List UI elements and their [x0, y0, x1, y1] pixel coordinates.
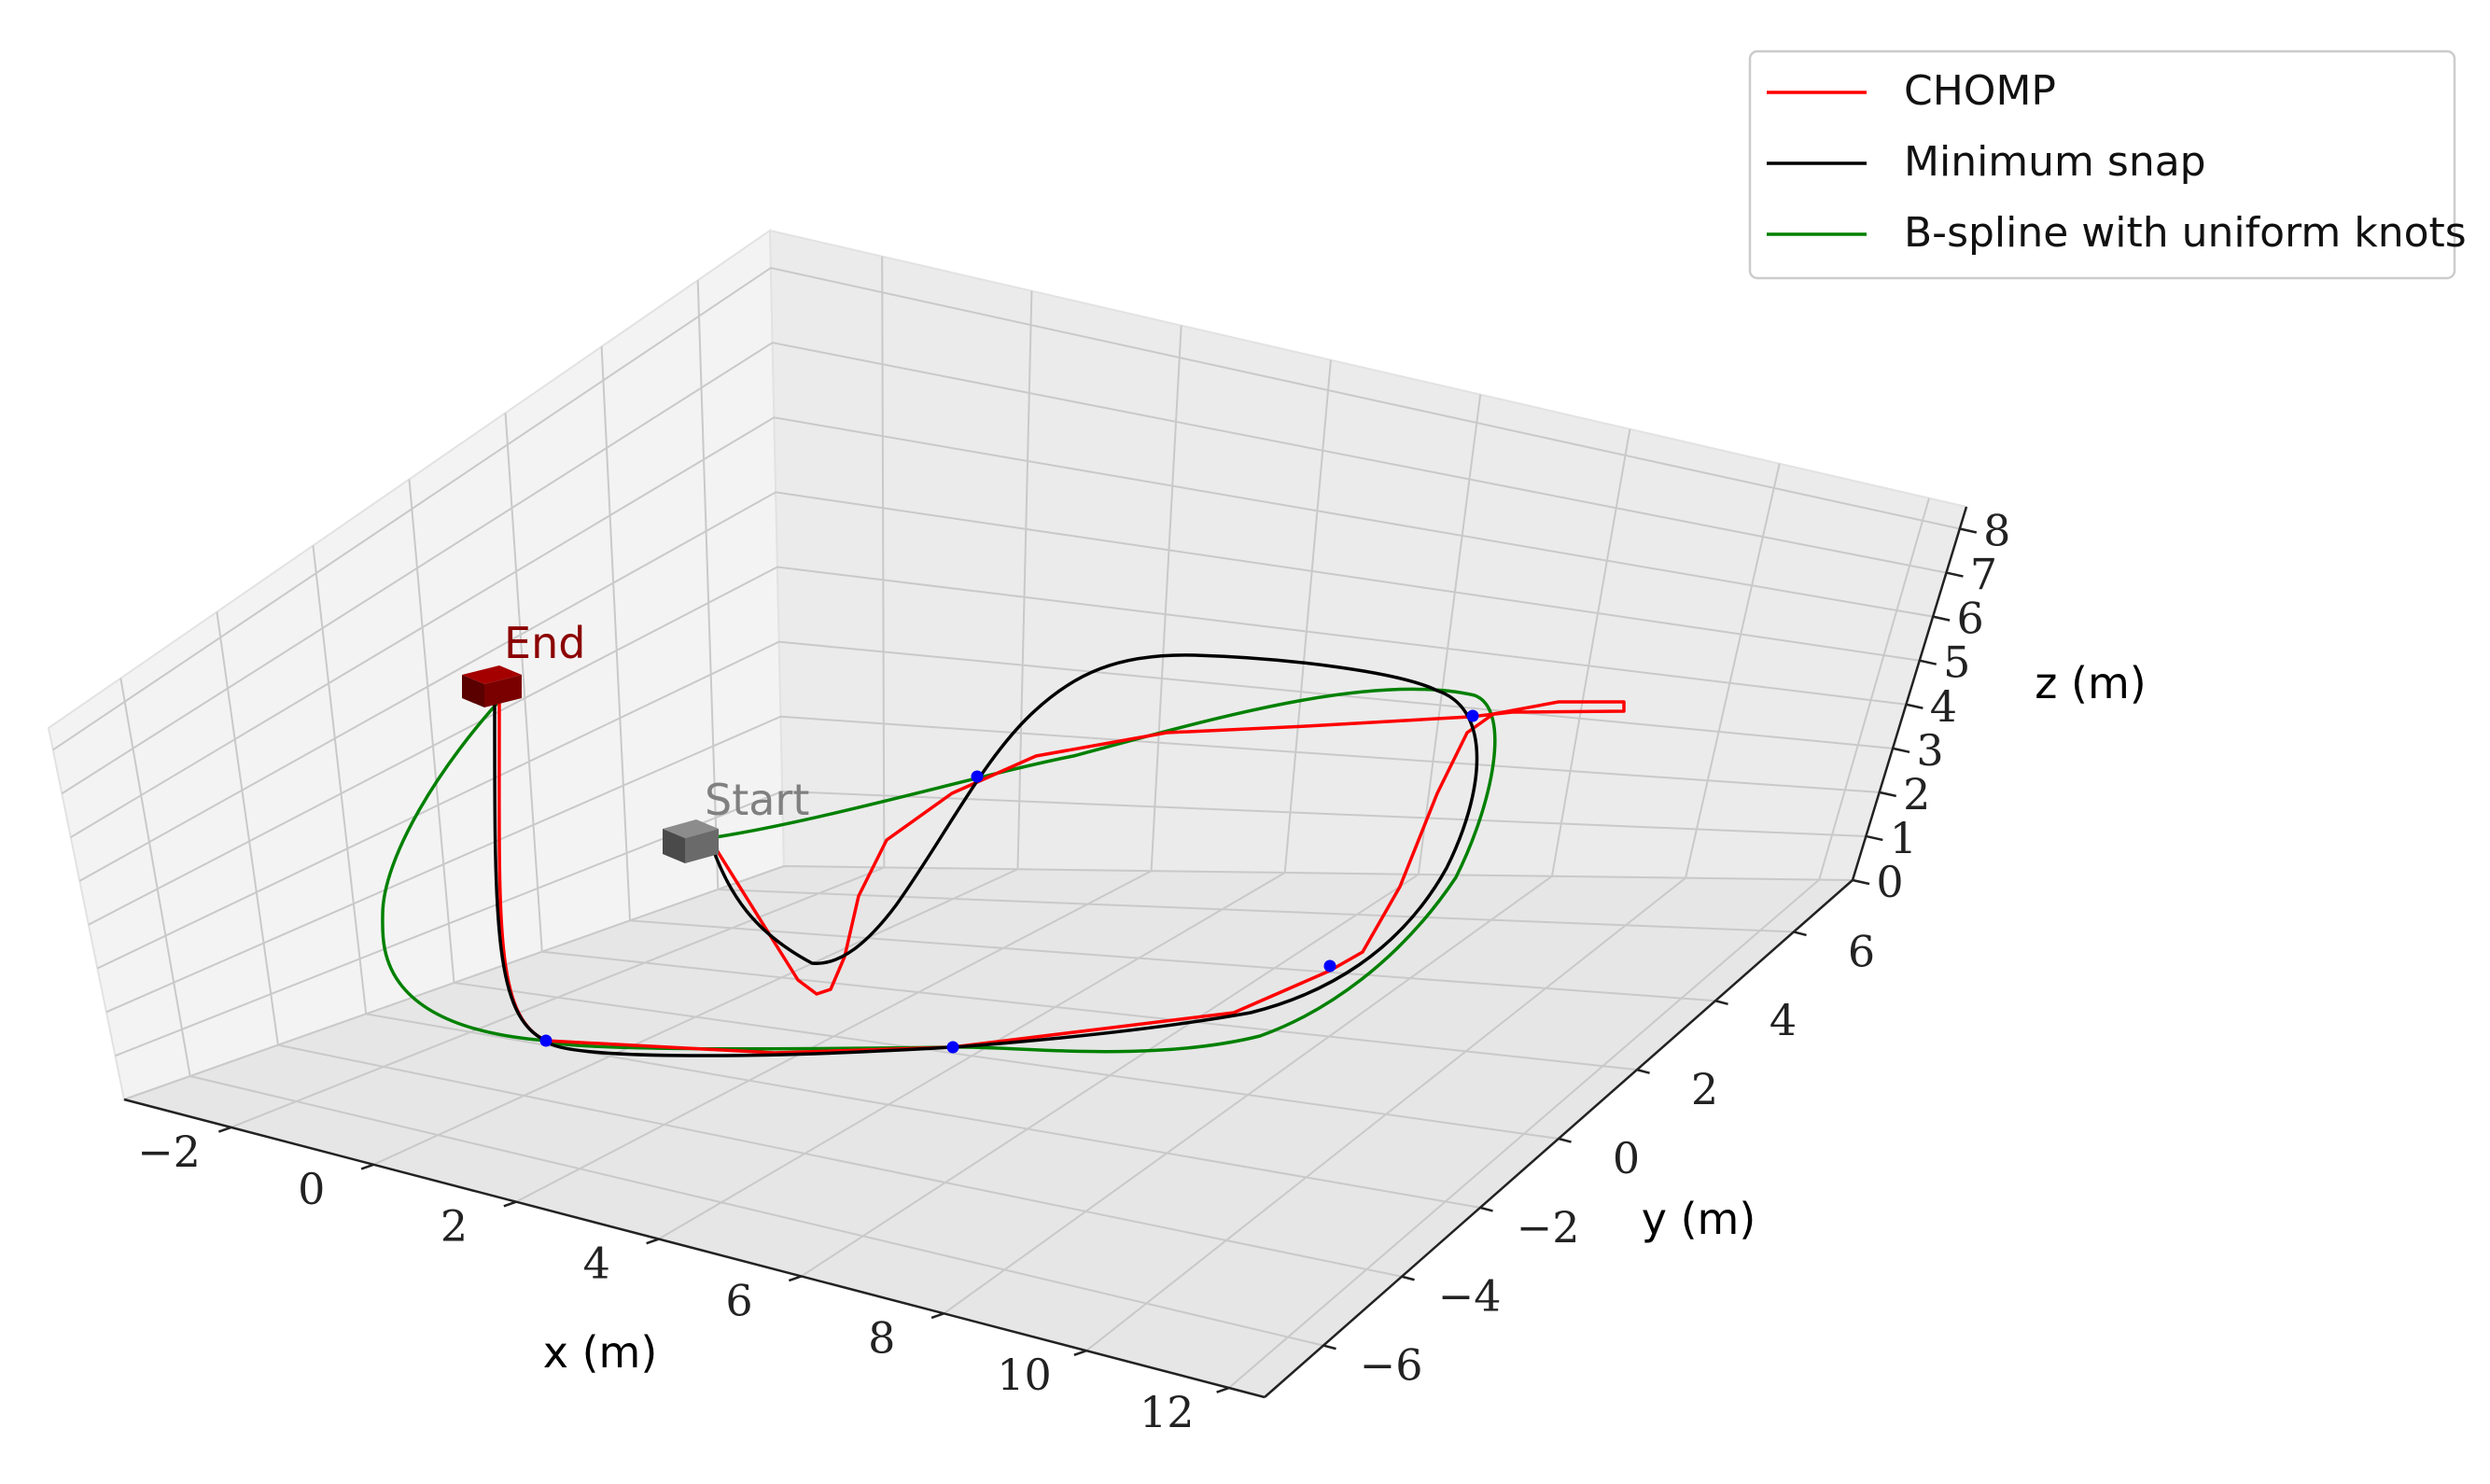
y-tick-mark-6	[1793, 931, 1807, 937]
x-tick-mark-12	[1216, 1386, 1230, 1393]
z-axis-line	[1851, 506, 1968, 881]
x-tick-mark-4	[646, 1238, 660, 1245]
waypoint-2	[1466, 709, 1479, 722]
trajectories	[381, 653, 1626, 1057]
y-tick-label--4: −4	[1438, 1271, 1502, 1322]
z-tick-label-7: 7	[1970, 550, 1997, 600]
waypoints	[539, 709, 1479, 1054]
z-tick-label-6: 6	[1956, 594, 1983, 644]
y-tick-label-6: 6	[1848, 926, 1875, 976]
x-tick-mark-0	[360, 1163, 374, 1170]
y-tick-mark--2	[1479, 1206, 1493, 1212]
x-tick-label--2: −2	[137, 1127, 201, 1177]
legend-frame	[1748, 49, 2456, 280]
waypoint-1	[971, 770, 984, 783]
start-box	[663, 819, 719, 863]
z-tick-mark-4	[1906, 703, 1923, 709]
x-tick-label-12: 12	[1140, 1387, 1195, 1437]
series-minimum-snap-line	[493, 653, 1479, 1057]
y-tick-mark--4	[1401, 1275, 1415, 1281]
z-tick-mark-0	[1852, 878, 1870, 886]
x-tick-label-4: 4	[583, 1239, 610, 1289]
z-tick-label-5: 5	[1943, 637, 1970, 688]
grid-z-6	[70, 416, 1934, 838]
z-axis-label: z (m)	[2035, 658, 2146, 708]
x-tick-mark--2	[217, 1126, 231, 1133]
x-axis-label: x (m)	[543, 1327, 658, 1378]
x-tick-label-2: 2	[441, 1201, 468, 1252]
legend-label-chomp: CHOMP	[1904, 67, 2056, 115]
z-tick-label-2: 2	[1903, 769, 1930, 819]
z-tick-mark-8	[1959, 527, 1978, 534]
grid-z-2	[105, 715, 1880, 1014]
start-label: Start	[705, 775, 809, 825]
x-tick-label-8: 8	[868, 1312, 895, 1363]
grid-z-1	[115, 790, 1867, 1057]
waypoint-5	[539, 1034, 553, 1047]
y-tick-label-2: 2	[1691, 1064, 1718, 1114]
x-tick-label-0: 0	[298, 1164, 325, 1214]
y-axis-label: y (m)	[1642, 1194, 1756, 1244]
grid-z-0	[123, 864, 1854, 1100]
z-tick-label-8: 8	[1983, 506, 2010, 556]
grid-z-7	[61, 342, 1947, 795]
x-tick-label-6: 6	[725, 1275, 752, 1325]
x-axis-line	[123, 1098, 1266, 1399]
z-tick-label-3: 3	[1916, 725, 1943, 776]
z-tick-mark-7	[1946, 571, 1964, 578]
x-tick-mark-6	[788, 1275, 802, 1282]
grid-z-5	[78, 491, 1920, 882]
y-tick-label--2: −2	[1517, 1202, 1580, 1253]
legend-label-b-spline: B-spline with uniform knots	[1904, 209, 2467, 257]
y-tick-mark-2	[1636, 1068, 1650, 1074]
y-tick-mark-0	[1558, 1137, 1572, 1143]
legend-label-minimum-snap: Minimum snap	[1904, 138, 2206, 186]
x-tick-mark-8	[930, 1312, 944, 1320]
z-tick-mark-3	[1892, 747, 1910, 754]
waypoint-4	[946, 1041, 959, 1054]
z-tick-label-4: 4	[1930, 681, 1957, 732]
y-tick-label-4: 4	[1770, 995, 1797, 1045]
end-box	[462, 665, 522, 707]
z-tick-mark-6	[1932, 615, 1951, 622]
series-chomp-line	[497, 691, 1626, 1055]
z-tick-label-0: 0	[1876, 857, 1903, 907]
end-label: End	[504, 618, 585, 668]
z-tick-mark-5	[1919, 659, 1937, 665]
z-tick-label-1: 1	[1890, 813, 1917, 863]
y-tick-label-0: 0	[1613, 1133, 1640, 1183]
waypoint-3	[1323, 959, 1336, 973]
z-tick-mark-2	[1879, 791, 1896, 798]
y-tick-mark-4	[1714, 1000, 1728, 1006]
grid-lines	[52, 256, 1961, 1389]
x-tick-mark-10	[1073, 1349, 1087, 1357]
legend: CHOMP Minimum snap B-spline with uniform…	[1748, 49, 2467, 280]
x-tick-mark-2	[503, 1200, 517, 1208]
y-tick-mark--6	[1322, 1344, 1336, 1351]
pane-right	[768, 229, 1968, 882]
z-tick-mark-1	[1866, 834, 1883, 842]
grid-z-8	[52, 266, 1961, 751]
grid-z-4	[88, 566, 1907, 926]
y-tick-label--6: −6	[1360, 1340, 1423, 1391]
x-tick-label-10: 10	[997, 1350, 1052, 1400]
